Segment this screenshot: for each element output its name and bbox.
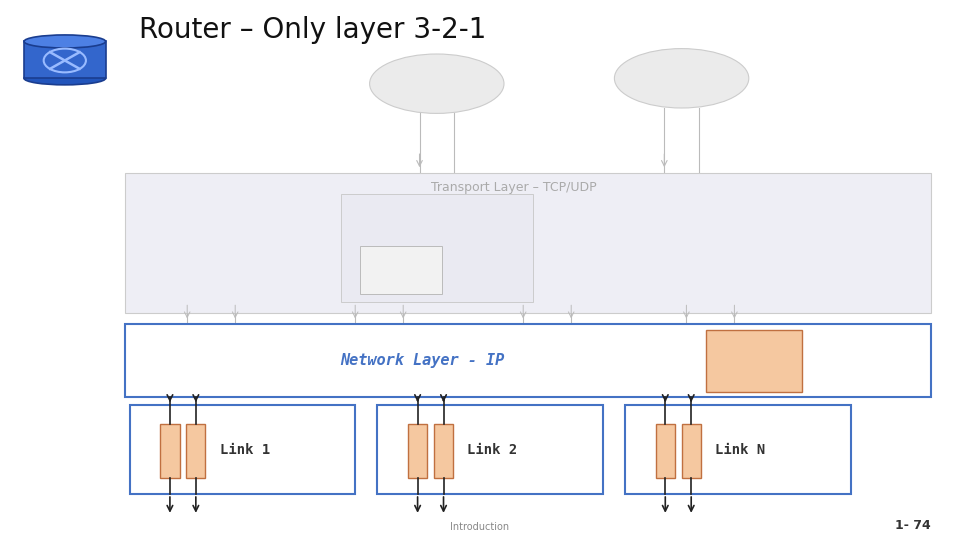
FancyBboxPatch shape [160, 424, 180, 478]
FancyBboxPatch shape [434, 424, 453, 478]
Text: Introduction: Introduction [450, 522, 510, 532]
Ellipse shape [614, 49, 749, 108]
FancyBboxPatch shape [625, 405, 851, 494]
Text: Link 1: Link 1 [220, 443, 270, 456]
Ellipse shape [24, 35, 106, 48]
FancyBboxPatch shape [341, 194, 533, 302]
FancyBboxPatch shape [186, 424, 205, 478]
FancyBboxPatch shape [706, 330, 802, 392]
Text: 1- 74: 1- 74 [896, 519, 931, 532]
Text: Network Layer - IP: Network Layer - IP [340, 353, 505, 368]
FancyBboxPatch shape [656, 424, 675, 478]
Text: Link 2: Link 2 [468, 443, 517, 456]
Text: Listening
Socket: Listening Socket [378, 259, 423, 281]
FancyBboxPatch shape [24, 42, 106, 78]
FancyBboxPatch shape [377, 405, 603, 494]
Text: Application: Application [412, 79, 462, 88]
Text: Application: Application [657, 74, 707, 83]
Text: Router – Only layer 3-2-1: Router – Only layer 3-2-1 [139, 16, 487, 44]
FancyBboxPatch shape [682, 424, 701, 478]
Text: Link N: Link N [715, 443, 765, 456]
Text: Transport Layer – TCP/UDP: Transport Layer – TCP/UDP [431, 181, 596, 194]
Ellipse shape [24, 72, 106, 85]
FancyBboxPatch shape [130, 405, 355, 494]
FancyBboxPatch shape [360, 246, 442, 294]
Text: Routing
Tables: Routing Tables [730, 347, 778, 375]
FancyBboxPatch shape [125, 324, 931, 397]
Ellipse shape [370, 54, 504, 113]
FancyBboxPatch shape [125, 173, 931, 313]
FancyBboxPatch shape [408, 424, 427, 478]
